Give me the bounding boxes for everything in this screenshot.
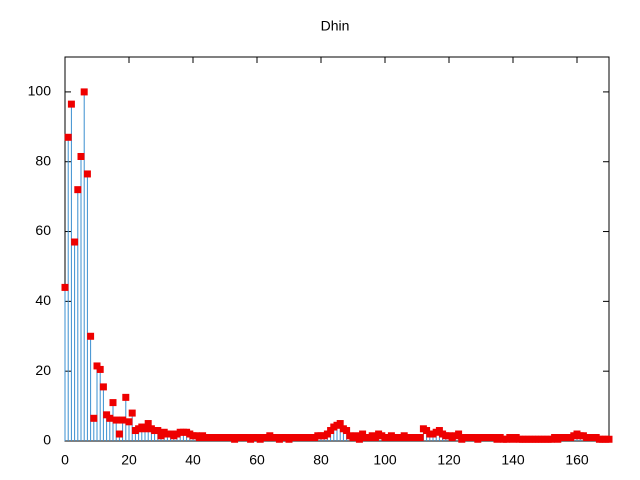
point [99, 383, 107, 391]
point [61, 283, 69, 291]
point [71, 238, 79, 246]
x-tick-label: 60 [249, 452, 265, 468]
plot-frame [64, 56, 610, 442]
y-tick-label: 0 [43, 432, 51, 448]
point [355, 435, 363, 443]
x-tick-label: 100 [373, 452, 397, 468]
point [125, 418, 133, 426]
point [67, 100, 75, 108]
point [74, 186, 82, 194]
point [87, 332, 95, 340]
point [90, 414, 98, 422]
x-tick-label: 160 [565, 452, 589, 468]
point [122, 393, 130, 401]
x-tick-label: 0 [61, 452, 69, 468]
point [112, 416, 120, 424]
point [96, 365, 104, 373]
point [106, 414, 114, 422]
point [154, 427, 162, 435]
x-tick-label: 80 [313, 452, 329, 468]
x-tick-label: 40 [185, 452, 201, 468]
y-tick-label: 100 [28, 83, 52, 99]
point [64, 133, 72, 141]
x-tick-label: 20 [121, 452, 137, 468]
point [141, 425, 149, 433]
point [605, 435, 613, 443]
y-tick-label: 40 [35, 292, 51, 308]
x-tick-label: 140 [501, 452, 525, 468]
point [77, 152, 85, 160]
point [336, 420, 344, 428]
y-tick-label: 60 [35, 222, 51, 238]
point [455, 430, 463, 438]
y-tick-label: 80 [35, 152, 51, 168]
point [144, 420, 152, 428]
point [128, 409, 136, 417]
x-tick-label: 120 [437, 452, 461, 468]
y-tick-label: 20 [35, 362, 51, 378]
chart-title: Dhin [321, 18, 350, 34]
point [83, 170, 91, 178]
point [109, 399, 117, 407]
point [119, 416, 127, 424]
point [80, 88, 88, 96]
point [343, 427, 351, 435]
point [416, 434, 424, 442]
point [115, 430, 123, 438]
